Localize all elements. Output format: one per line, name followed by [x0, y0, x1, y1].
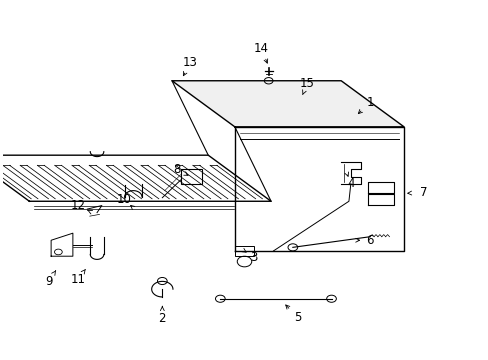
Bar	[180, 169, 202, 184]
Text: 11: 11	[70, 273, 85, 286]
Text: 13: 13	[183, 56, 197, 69]
Text: 1: 1	[366, 95, 373, 108]
Text: 8: 8	[173, 163, 180, 176]
Text: 2: 2	[158, 312, 166, 325]
Bar	[234, 246, 254, 256]
Text: 3: 3	[250, 251, 257, 264]
Polygon shape	[0, 155, 270, 201]
Text: 14: 14	[253, 42, 268, 55]
Text: 6: 6	[366, 234, 373, 247]
Polygon shape	[234, 127, 403, 251]
Text: 12: 12	[70, 199, 85, 212]
Text: 9: 9	[45, 275, 52, 288]
Text: 4: 4	[346, 177, 354, 190]
Polygon shape	[172, 81, 403, 127]
Text: 15: 15	[299, 77, 314, 90]
Text: 10: 10	[116, 193, 131, 206]
Text: 5: 5	[293, 311, 301, 324]
Text: 7: 7	[419, 186, 426, 199]
